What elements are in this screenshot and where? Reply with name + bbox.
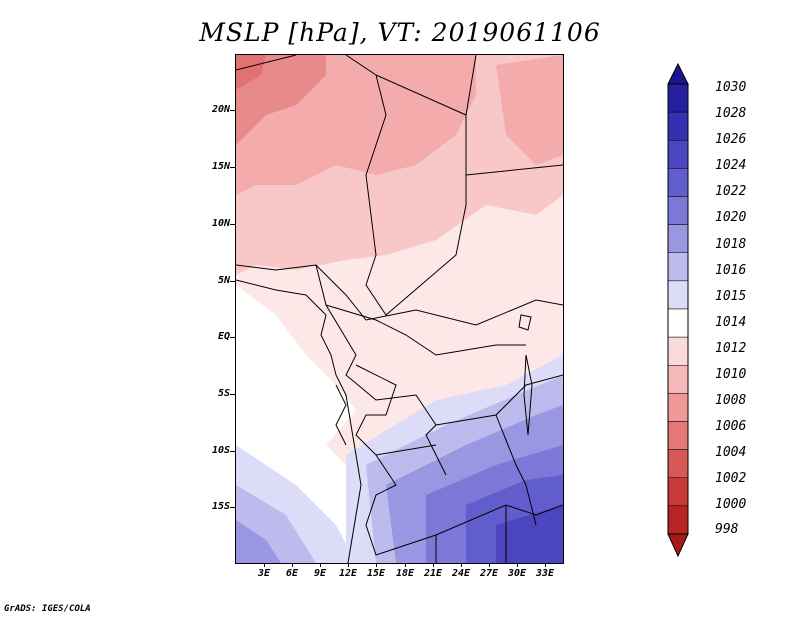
colorbar-segments bbox=[667, 64, 689, 556]
colorbar-segment bbox=[667, 477, 689, 507]
contour-1026 bbox=[496, 505, 563, 563]
lat-tick bbox=[230, 110, 235, 111]
lon-tick bbox=[292, 563, 293, 567]
lon-label-21e: 21E bbox=[423, 568, 443, 579]
colorbar-label-1026: 1026 bbox=[715, 132, 747, 147]
colorbar-arrow-bottom bbox=[668, 534, 688, 556]
colorbar-segment bbox=[667, 336, 689, 366]
lon-tick bbox=[545, 563, 546, 567]
colorbar-segment bbox=[667, 111, 689, 141]
colorbar-label-1015: 1015 bbox=[715, 289, 747, 304]
colorbar-label-1030: 1030 bbox=[715, 80, 747, 95]
colorbar-segment bbox=[667, 224, 689, 253]
colorbar-segment bbox=[667, 83, 689, 113]
colorbar-segment bbox=[667, 505, 689, 535]
colorbar-label-1028: 1028 bbox=[715, 106, 747, 121]
lon-tick bbox=[461, 563, 462, 567]
colorbar-label-998: 998 bbox=[715, 522, 739, 537]
lat-tick bbox=[230, 507, 235, 508]
chart-title: MSLP [hPa], VT: 2019061106 bbox=[199, 18, 601, 47]
lon-tick bbox=[348, 563, 349, 567]
grads-credit: GrADS: IGES/COLA bbox=[4, 604, 91, 614]
lat-label-5n: 5N bbox=[217, 275, 230, 286]
colorbar-label-1016: 1016 bbox=[715, 263, 747, 278]
lon-tick bbox=[405, 563, 406, 567]
colorbar-label-1022: 1022 bbox=[715, 184, 747, 199]
lon-tick bbox=[517, 563, 518, 567]
coastline bbox=[236, 279, 362, 563]
colorbar-label-1004: 1004 bbox=[715, 445, 747, 460]
colorbar-label-1020: 1020 bbox=[715, 210, 747, 225]
lon-tick bbox=[489, 563, 490, 567]
colorbar-label-1014: 1014 bbox=[715, 315, 747, 330]
lat-label-10s: 10S bbox=[211, 445, 230, 456]
lon-tick bbox=[376, 563, 377, 567]
colorbar-label-1010: 1010 bbox=[715, 367, 747, 382]
colorbar bbox=[667, 62, 689, 558]
colorbar-label-1008: 1008 bbox=[715, 393, 747, 408]
lon-label-6e: 6E bbox=[285, 568, 299, 579]
mslp-map bbox=[236, 55, 563, 563]
colorbar-outline bbox=[667, 62, 689, 558]
lon-label-3e: 3E bbox=[257, 568, 271, 579]
lon-label-9e: 9E bbox=[313, 568, 327, 579]
lon-tick bbox=[433, 563, 434, 567]
lon-label-24e: 24E bbox=[451, 568, 471, 579]
lat-tick bbox=[230, 394, 235, 395]
great-lakes bbox=[518, 314, 533, 436]
colorbar-segment bbox=[667, 393, 689, 422]
colorbar-label-1012: 1012 bbox=[715, 341, 747, 356]
colorbar-segment bbox=[667, 365, 689, 394]
lat-tick bbox=[230, 337, 235, 338]
lon-tick bbox=[264, 563, 265, 567]
contour-1010-east bbox=[496, 55, 563, 165]
colorbar-arrow-top bbox=[668, 64, 688, 84]
lat-tick bbox=[230, 451, 235, 452]
lat-label-5s: 5S bbox=[217, 388, 230, 399]
contour-1008 bbox=[236, 55, 326, 145]
colorbar-label-1018: 1018 bbox=[715, 237, 747, 252]
lon-label-27e: 27E bbox=[479, 568, 499, 579]
colorbar-label-1000: 1000 bbox=[715, 497, 747, 512]
colorbar-segment bbox=[667, 196, 689, 225]
contour-1006 bbox=[236, 55, 266, 90]
lat-tick bbox=[230, 281, 235, 282]
colorbar-segment bbox=[667, 168, 689, 197]
lon-label-30e: 30E bbox=[507, 568, 527, 579]
country-borders bbox=[236, 55, 563, 563]
lat-label-15n: 15N bbox=[211, 161, 230, 172]
lat-label-eq: EQ bbox=[217, 331, 230, 342]
colorbar-segment bbox=[667, 421, 689, 450]
lat-label-15s: 15S bbox=[211, 501, 230, 512]
lon-label-18e: 18E bbox=[395, 568, 415, 579]
colorbar-segment bbox=[667, 449, 689, 478]
colorbar-label-1024: 1024 bbox=[715, 158, 747, 173]
lon-label-15e: 15E bbox=[366, 568, 386, 579]
lat-label-10n: 10N bbox=[211, 218, 230, 229]
lon-label-33e: 33E bbox=[535, 568, 555, 579]
lat-tick bbox=[230, 224, 235, 225]
colorbar-segment bbox=[667, 308, 689, 338]
lat-tick bbox=[230, 167, 235, 168]
lon-tick bbox=[320, 563, 321, 567]
lat-label-20n: 20N bbox=[211, 104, 230, 115]
lon-label-12e: 12E bbox=[338, 568, 358, 579]
colorbar-segment bbox=[667, 140, 689, 169]
colorbar-label-1006: 1006 bbox=[715, 419, 747, 434]
colorbar-label-1002: 1002 bbox=[715, 471, 747, 486]
colorbar-segment bbox=[667, 280, 689, 310]
contour-1020-west bbox=[236, 520, 281, 563]
colorbar-segment bbox=[667, 252, 689, 282]
